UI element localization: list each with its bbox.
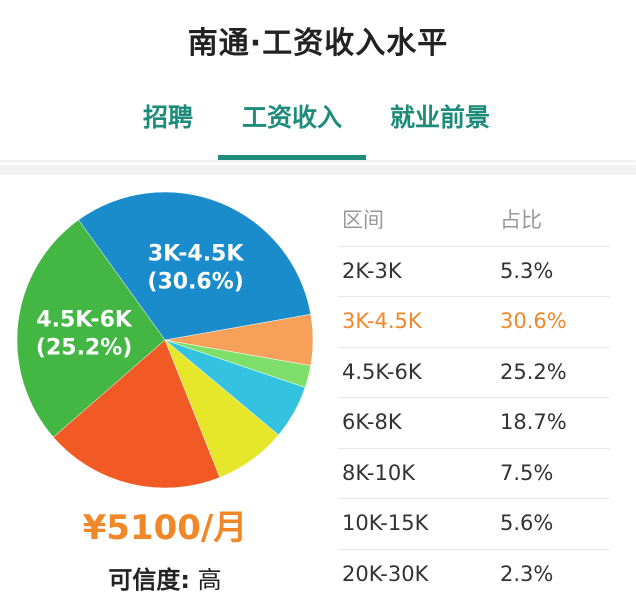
section-divider <box>0 165 636 175</box>
tab-salary[interactable]: 工资收入 <box>218 96 366 160</box>
range-cell: 2K-3K <box>342 258 402 283</box>
pie-slice-4.5K-6K[interactable] <box>16 219 166 438</box>
slice-label: 3K-4.5K <box>148 242 245 267</box>
page-title: 南通·工资收入水平 <box>187 26 449 61</box>
header-share: 占比 <box>500 208 542 232</box>
range-cell: 10K-15K <box>342 511 429 535</box>
range-cell: 20K-30K <box>342 561 429 586</box>
table-row[interactable]: 3K-4.5K 30.6% <box>338 297 610 348</box>
salary-pie-chart: 3K-4.5K (30.6%) 4.5K-6K (25.2%) <box>16 191 314 489</box>
pie-slice-20K-30K[interactable] <box>164 339 312 388</box>
share-cell: 30.6% <box>500 309 567 333</box>
credibility-label: 可信度: <box>108 566 190 594</box>
salary-pie-chart-area: 3K-4.5K (30.6%) 4.5K-6K (25.2%) <box>10 190 320 490</box>
share-cell: 18.7% <box>500 410 567 434</box>
tab-bar: 招聘 工资收入 就业前景 <box>0 96 636 160</box>
pie-slice-6K-8K[interactable] <box>53 339 221 489</box>
salary-distribution-table: 区间 占比 2K-3K 5.3% 3K-4.5K 30.6% 4.5K-6K 25.2% 6… <box>338 196 610 599</box>
tab-label: 工资收入 <box>241 103 342 132</box>
table-row[interactable]: 10K-15K 5.6% <box>338 499 610 550</box>
tab-employment-outlook[interactable]: 就业前景 <box>376 96 504 160</box>
credibility-value: 高 <box>197 566 222 594</box>
table-header-row: 区间 占比 <box>338 196 610 247</box>
table-row[interactable]: 6K-8K 18.7% <box>338 398 610 449</box>
range-cell: 6K-8K <box>342 410 402 434</box>
credibility-line: 可信度: 高 <box>0 560 330 595</box>
average-salary: ¥5100/月 <box>82 508 248 548</box>
tab-recruitment[interactable]: 招聘 <box>128 96 208 160</box>
share-cell: 2.3% <box>500 561 554 586</box>
range-cell: 4.5K-6K <box>342 359 422 384</box>
slice-label: 4.5K-6K <box>36 308 133 333</box>
table-row[interactable]: 4.5K-6K 25.2% <box>338 348 610 398</box>
share-cell: 7.5% <box>500 460 554 485</box>
tab-label: 就业前景 <box>389 103 490 132</box>
slice-percent-label: (25.2%) <box>36 336 132 361</box>
pie-slice-3K-4.5K[interactable] <box>78 191 312 341</box>
slice-percent-label: (30.6%) <box>147 270 243 295</box>
table-row[interactable]: 8K-10K 7.5% <box>338 449 610 499</box>
share-cell: 5.3% <box>500 258 554 283</box>
active-tab-underline <box>218 155 366 160</box>
range-cell: 3K-4.5K <box>342 309 422 333</box>
table-row[interactable]: 2K-3K 5.3% <box>338 247 610 297</box>
share-cell: 25.2% <box>500 359 567 384</box>
header-range: 区间 <box>342 208 384 232</box>
table-row[interactable]: 20K-30K 2.3% <box>338 550 610 600</box>
range-cell: 8K-10K <box>342 460 415 485</box>
tab-label: 招聘 <box>142 103 193 132</box>
share-cell: 5.6% <box>500 511 554 535</box>
page-header: 南通·工资收入水平 招聘 工资收入 就业前景 <box>0 0 636 160</box>
